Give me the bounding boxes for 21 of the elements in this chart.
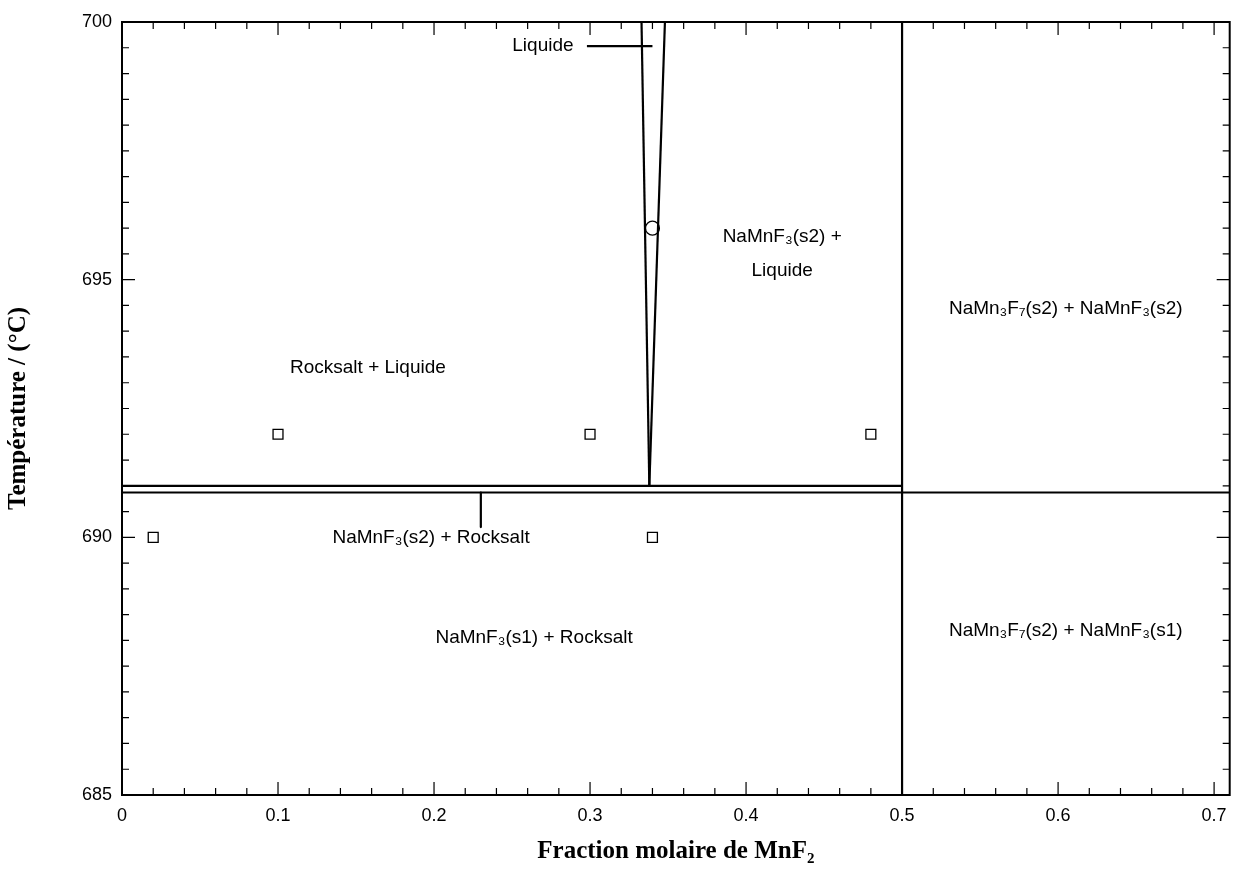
y-tick-label: 695	[81, 268, 112, 289]
x-tick-label: 0.4	[733, 804, 759, 825]
y-axis-title: Température / (°C)	[3, 306, 32, 511]
annotation: Liquide	[512, 34, 574, 56]
x-tick-label: 0.1	[265, 804, 291, 825]
y-tick-label: 690	[81, 526, 112, 547]
annotation: NaMnF₃(s2) + Rocksalt	[332, 525, 531, 547]
annotation: NaMn₃F₇(s2) + NaMnF₃(s1)	[948, 618, 1183, 640]
annotation: NaMnF₃(s2) + Liquide	[722, 225, 842, 281]
x-axis-title: Fraction molaire de MnF₂	[537, 836, 815, 864]
x-tick-label: 0.3	[577, 804, 603, 825]
annotation: NaMn₃F₇(s2) + NaMnF₃(s2)	[948, 297, 1183, 319]
x-tick-label: 0.7	[1201, 804, 1227, 825]
annotation: Rocksalt + Liquide	[290, 355, 446, 377]
annotation: NaMnF₃(s1) + Rocksalt	[435, 625, 634, 647]
x-tick-label: 0	[116, 804, 128, 825]
x-tick-label: 0.2	[421, 804, 447, 825]
y-tick-label: 685	[81, 783, 112, 804]
x-tick-label: 0.5	[889, 804, 915, 825]
x-tick-label: 0.6	[1045, 804, 1071, 825]
y-tick-label: 700	[81, 10, 112, 31]
